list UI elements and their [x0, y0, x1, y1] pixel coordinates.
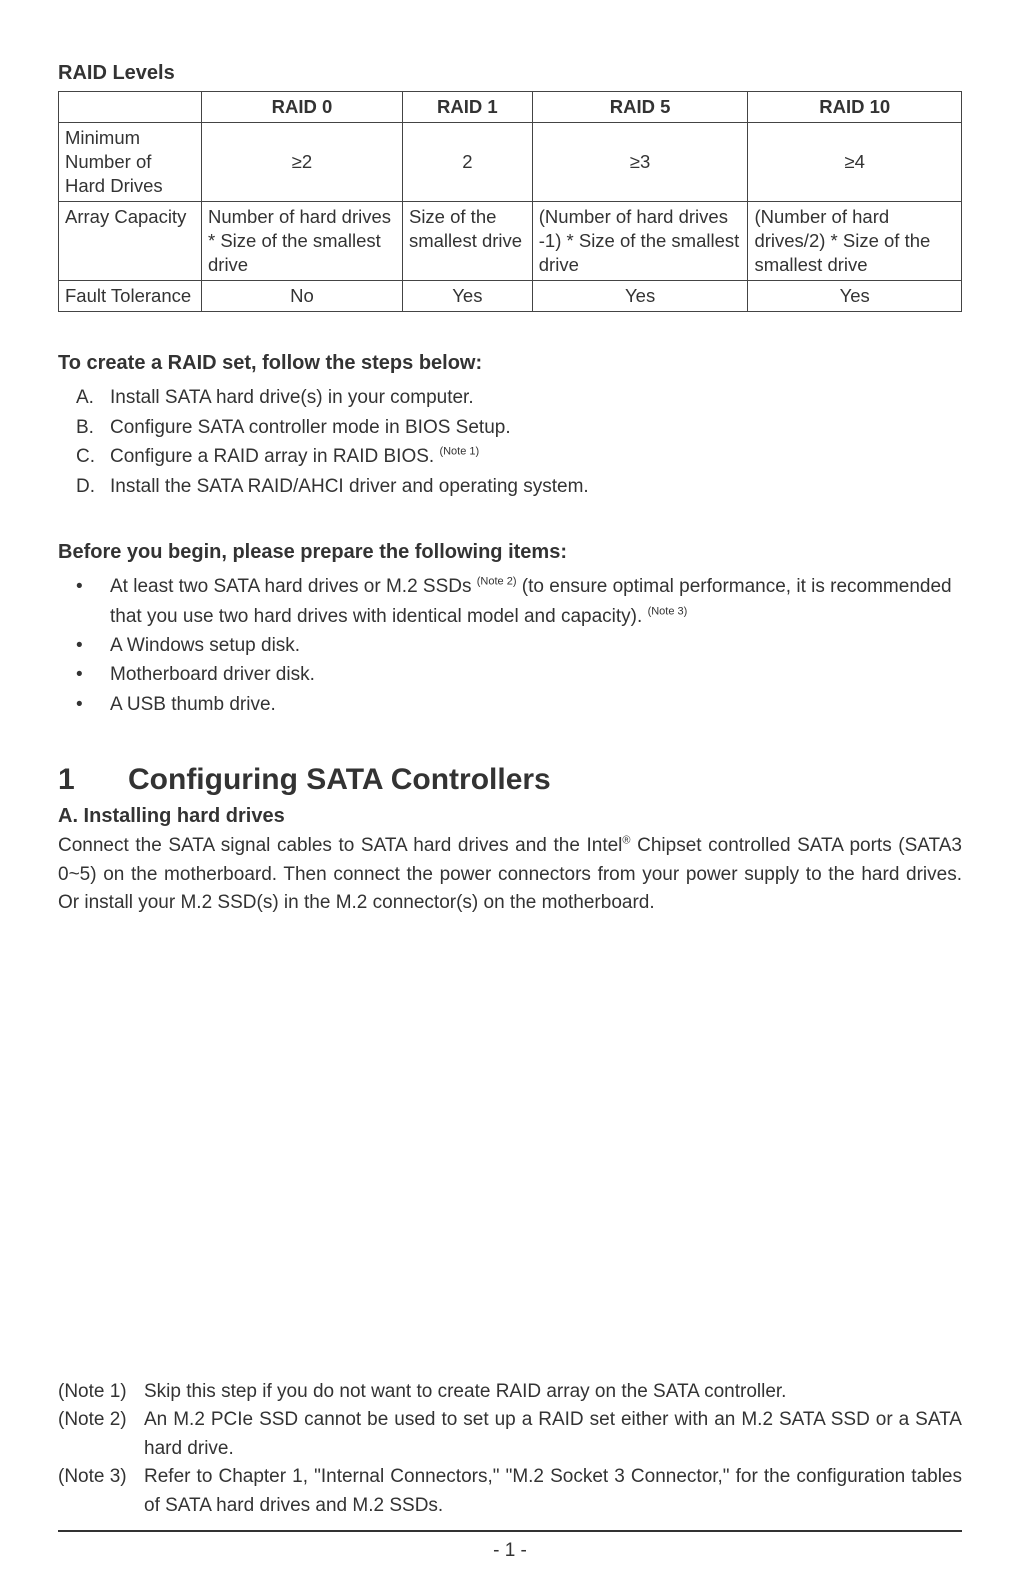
cell: No	[202, 281, 403, 312]
list-text: Install the SATA RAID/AHCI driver and op…	[110, 472, 589, 501]
section-title: Configuring SATA Controllers	[128, 763, 551, 797]
table-row: Minimum Number of Hard Drives ≥2 2 ≥3 ≥4	[59, 123, 962, 202]
subsection-a-heading: A. Installing hard drives	[58, 805, 962, 828]
bullet-icon: •	[76, 631, 110, 660]
raid-levels-table: RAID 0 RAID 1 RAID 5 RAID 10 Minimum Num…	[58, 91, 962, 312]
footnote-text: An M.2 PCIe SSD cannot be used to set up…	[144, 1406, 962, 1463]
footnote-row: (Note 2) An M.2 PCIe SSD cannot be used …	[58, 1406, 962, 1463]
cell: ≥4	[748, 123, 962, 202]
cell: ≥3	[532, 123, 748, 202]
note-ref: (Note 2)	[477, 576, 517, 588]
footnote-key: (Note 1)	[58, 1378, 144, 1407]
document-page: RAID Levels RAID 0 RAID 1 RAID 5 RAID 10…	[0, 0, 1020, 1582]
cell: ≥2	[202, 123, 403, 202]
list-item: A. Install SATA hard drive(s) in your co…	[76, 383, 962, 412]
list-marker: D.	[76, 472, 110, 501]
before-list: • At least two SATA hard drives or M.2 S…	[76, 572, 962, 719]
list-marker: C.	[76, 442, 110, 471]
bullet-icon: •	[76, 572, 110, 631]
list-item: • At least two SATA hard drives or M.2 S…	[76, 572, 962, 631]
footnotes-block: (Note 1) Skip this step if you do not wa…	[58, 1378, 962, 1533]
table-row: Array Capacity Number of hard drives * S…	[59, 202, 962, 281]
bullet-icon: •	[76, 690, 110, 719]
table-header-raid0: RAID 0	[202, 92, 403, 123]
cell: Yes	[402, 281, 532, 312]
cell: (Number of hard drives/2) * Size of the …	[748, 202, 962, 281]
list-text: Motherboard driver disk.	[110, 660, 315, 689]
cell: Number of hard drives * Size of the smal…	[202, 202, 403, 281]
para-pre: Connect the SATA signal cables to SATA h…	[58, 835, 622, 856]
list-text: A Windows setup disk.	[110, 631, 300, 660]
steps-heading: To create a RAID set, follow the steps b…	[58, 352, 962, 375]
list-item: • Motherboard driver disk.	[76, 660, 962, 689]
cell: (Number of hard drives -1) * Size of the…	[532, 202, 748, 281]
footnote-row: (Note 1) Skip this step if you do not wa…	[58, 1378, 962, 1407]
text-pre: At least two SATA hard drives or M.2 SSD…	[110, 576, 477, 597]
footnote-text: Refer to Chapter 1, "Internal Connectors…	[144, 1463, 962, 1520]
section-1-heading: 1 Configuring SATA Controllers	[58, 763, 962, 797]
table-header-raid10: RAID 10	[748, 92, 962, 123]
cell: Yes	[748, 281, 962, 312]
table-header-row: RAID 0 RAID 1 RAID 5 RAID 10	[59, 92, 962, 123]
list-text: Configure SATA controller mode in BIOS S…	[110, 413, 511, 442]
footnote-row: (Note 3) Refer to Chapter 1, "Internal C…	[58, 1463, 962, 1520]
list-text: Install SATA hard drive(s) in your compu…	[110, 383, 474, 412]
table-header-raid5: RAID 5	[532, 92, 748, 123]
list-item: C. Configure a RAID array in RAID BIOS. …	[76, 442, 962, 471]
footnote-text: Skip this step if you do not want to cre…	[144, 1378, 962, 1407]
list-item: • A USB thumb drive.	[76, 690, 962, 719]
row-label: Fault Tolerance	[59, 281, 202, 312]
page-number: - 1 -	[0, 1540, 1020, 1562]
footnote-key: (Note 3)	[58, 1463, 144, 1520]
row-label: Minimum Number of Hard Drives	[59, 123, 202, 202]
raid-levels-heading: RAID Levels	[58, 62, 962, 85]
list-marker: B.	[76, 413, 110, 442]
footnote-key: (Note 2)	[58, 1406, 144, 1463]
table-header-raid1: RAID 1	[402, 92, 532, 123]
list-text: At least two SATA hard drives or M.2 SSD…	[110, 572, 962, 631]
section-number: 1	[58, 763, 128, 797]
table-row: Fault Tolerance No Yes Yes Yes	[59, 281, 962, 312]
table-header-blank	[59, 92, 202, 123]
cell: 2	[402, 123, 532, 202]
list-item: D. Install the SATA RAID/AHCI driver and…	[76, 472, 962, 501]
list-marker: A.	[76, 383, 110, 412]
cell: Yes	[532, 281, 748, 312]
registered-icon: ®	[622, 835, 630, 847]
bullet-icon: •	[76, 660, 110, 689]
steps-list: A. Install SATA hard drive(s) in your co…	[76, 383, 962, 501]
list-item: B. Configure SATA controller mode in BIO…	[76, 413, 962, 442]
text-pre: Configure a RAID array in RAID BIOS.	[110, 446, 439, 467]
before-heading: Before you begin, please prepare the fol…	[58, 541, 962, 564]
note-ref: (Note 3)	[648, 605, 688, 617]
list-text: A USB thumb drive.	[110, 690, 276, 719]
cell: Size of the smallest drive	[402, 202, 532, 281]
list-text: Configure a RAID array in RAID BIOS. (No…	[110, 442, 479, 471]
row-label: Array Capacity	[59, 202, 202, 281]
list-item: • A Windows setup disk.	[76, 631, 962, 660]
note-ref: (Note 1)	[439, 446, 479, 458]
subsection-a-paragraph: Connect the SATA signal cables to SATA h…	[58, 832, 962, 918]
